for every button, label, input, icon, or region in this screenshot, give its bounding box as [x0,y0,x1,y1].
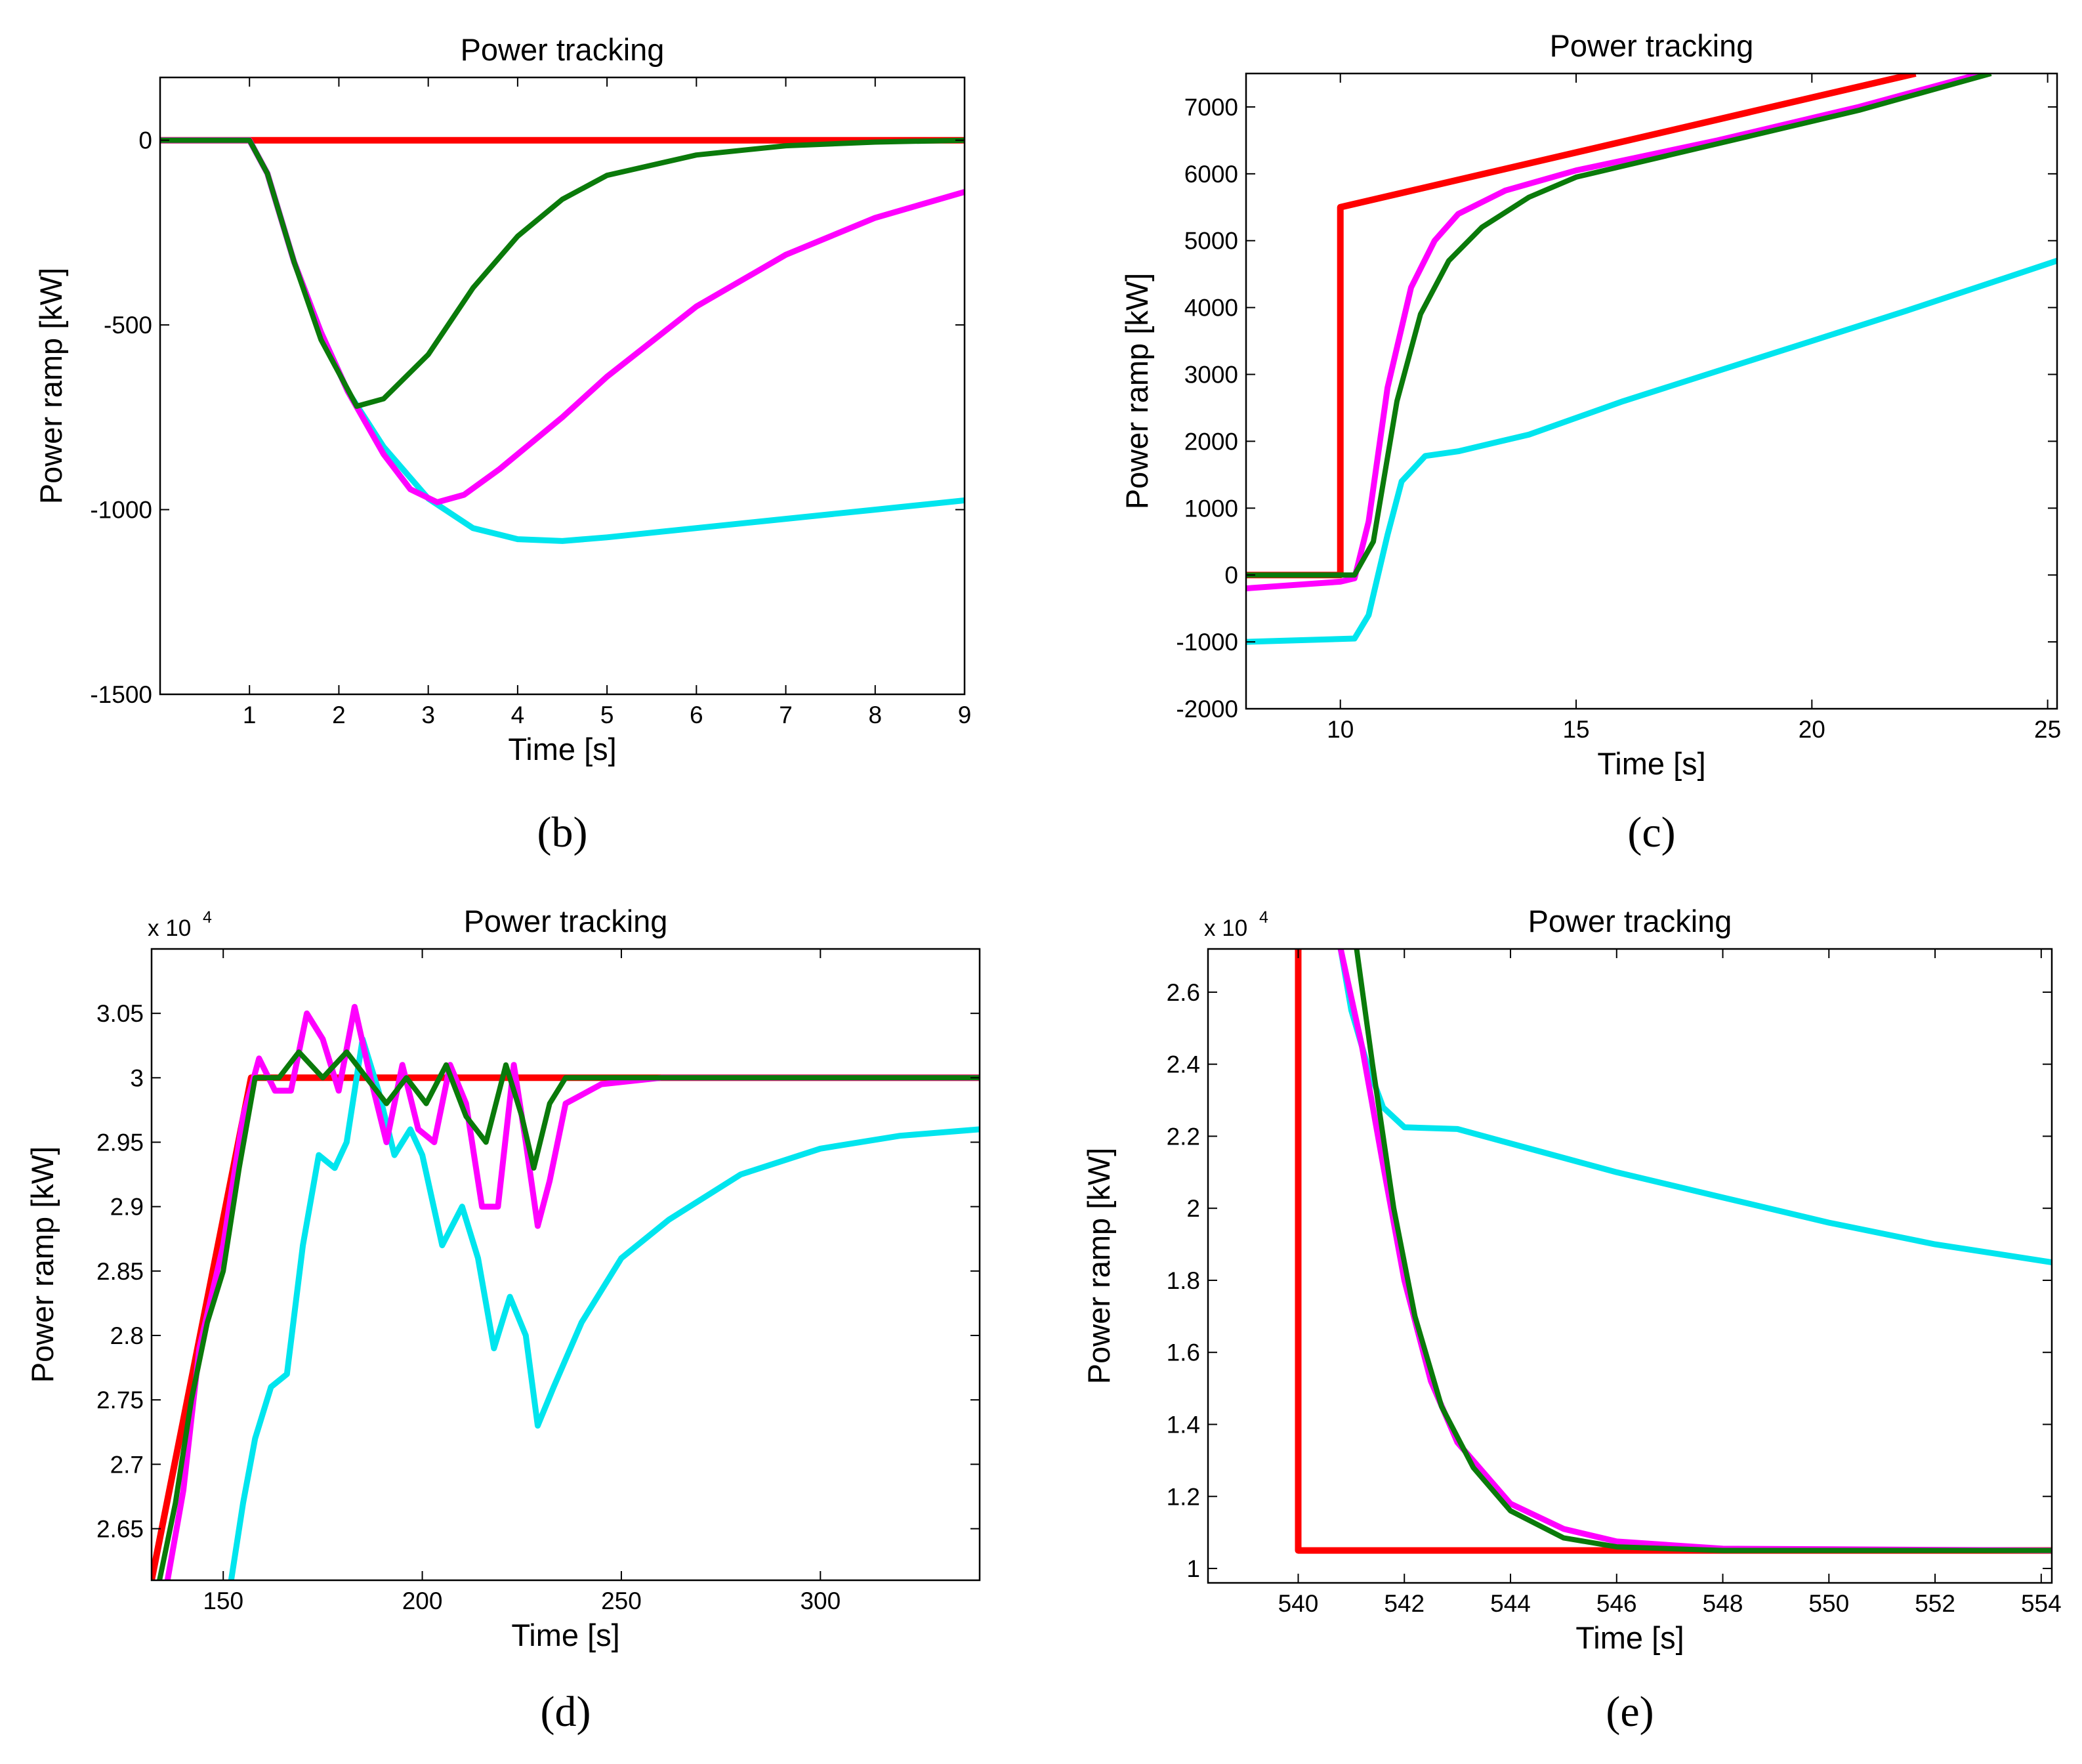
axis-multiplier: x 10 [1204,915,1247,941]
y-tick-label: 2.6 [1167,979,1200,1006]
y-tick-label: 2.8 [110,1322,144,1349]
y-tick-label: 0 [138,127,152,154]
x-tick-label: 542 [1384,1590,1425,1617]
y-tick-label: -1500 [90,681,152,708]
y-tick-label: 2.9 [110,1194,144,1221]
x-tick-label: 8 [868,702,882,728]
chart-panel-b: 1 2 3 4 5 6 7 8 9 -1500 -1000 -500 0 Power tracking Ti… [33,32,971,856]
y-tick-label: 2.95 [96,1129,144,1156]
y-tick-label: 2.4 [1167,1051,1200,1078]
x-tick-label: 10 [1327,716,1354,743]
axes-frame-b [159,76,966,696]
chart-panel-c: 10 15 20 25 -2000 -1000 0 1000 2000 3000 4000 5000 6… [1119,28,2061,856]
x-tick-label: 200 [402,1587,443,1614]
y-tick-label: 7000 [1184,94,1238,121]
x-tick-label: 3 [421,702,435,728]
y-axis-label: Power ramp [kW] [1081,1148,1116,1384]
x-axis-label: Time [s] [511,1618,619,1652]
y-tick-label: -1000 [90,497,152,524]
chart-panel-e: 540 542 544 546 548 550 552 554 1 1.2 1.4 1.6 1.8 2 2.… [1081,904,2062,1736]
panel-label: (c) [1627,808,1675,856]
x-tick-label: 552 [1915,1590,1955,1617]
y-tick-label: 1 [1186,1555,1200,1582]
panel-label: (b) [537,808,588,856]
series-line-e-3 [1354,949,2052,1553]
x-tick-label: 2 [332,702,346,728]
panel-label: (d) [541,1688,591,1736]
x-tick-label: 300 [800,1587,841,1614]
x-tick-label: 550 [1808,1590,1849,1617]
y-tick-label: 4000 [1184,295,1238,322]
y-tick-label: 1.6 [1167,1339,1200,1366]
series-line-d-2 [164,1003,980,1580]
x-tick-label: 250 [601,1587,642,1614]
y-tick-label: 2.7 [110,1451,144,1478]
y-tick-label: 2000 [1184,428,1238,455]
plot-area-e [1208,949,2052,1583]
x-tick-label: 4 [511,702,525,728]
axes-frame-d [150,948,981,1582]
y-tick-label: 1.2 [1167,1483,1200,1510]
chart-title: Power tracking [1528,904,1732,938]
x-tick-label: 9 [958,702,972,728]
series-line-d-1 [228,1036,980,1580]
chart-title: Power tracking [461,32,665,67]
x-tick-label: 540 [1278,1590,1319,1617]
x-tick-label: 20 [1799,716,1825,743]
x-axis-label: Time [s] [508,732,616,766]
y-tick-label: -1000 [1176,629,1238,656]
x-tick-label: 548 [1703,1590,1743,1617]
y-tick-label: 3.05 [96,1000,144,1027]
x-tick-label: 546 [1596,1590,1637,1617]
series-line-c-1 [1246,258,2057,645]
chart-title: Power tracking [1550,28,1754,63]
y-axis-label: Power ramp [kW] [25,1146,60,1383]
series-line-c-3 [1246,74,1992,578]
y-tick-label: -500 [104,312,152,339]
x-axis-label: Time [s] [1575,1620,1684,1655]
y-tick-label: 1.4 [1167,1412,1200,1438]
x-tick-label: 7 [779,702,793,728]
chart-title: Power tracking [464,904,668,938]
x-tick-label: 15 [1562,716,1589,743]
plot-area-d [152,949,980,1580]
axis-multiplier-exponent: 4 [203,908,212,927]
axes-frame-c [1245,72,2058,710]
y-tick-label: 3000 [1184,362,1238,388]
axis-multiplier-exponent: 4 [1259,908,1268,927]
chart-panel-d: 150 200 250 300 2.65 2.7 2.75 2.8 2.85 2.9 2.95 3 3.… [25,904,981,1736]
x-tick-label: 544 [1490,1590,1531,1617]
y-axis-label: Power ramp [kW] [33,268,68,504]
series-line-b-3 [160,137,965,409]
series-line-d-3 [157,1049,980,1580]
y-tick-label: 1.8 [1167,1267,1200,1294]
x-tick-label: 6 [690,702,703,728]
y-tick-label: 0 [1224,562,1238,589]
y-tick-label: 2 [1186,1195,1200,1222]
y-axis-label: Power ramp [kW] [1119,273,1154,509]
panel-label: (e) [1606,1688,1654,1736]
y-tick-label: 6000 [1184,161,1238,188]
x-axis-label: Time [s] [1597,746,1705,781]
x-tick-label: 150 [203,1587,243,1614]
x-tick-label: 5 [600,702,614,728]
y-tick-label: 2.65 [96,1515,144,1542]
axis-multiplier: x 10 [148,915,191,941]
y-tick-label: 2.85 [96,1258,144,1285]
plot-area-b [160,77,965,694]
y-tick-label: 2.2 [1167,1123,1200,1150]
series-line-c-2 [1246,74,1983,592]
y-tick-label: 1000 [1184,495,1238,522]
x-tick-label: 1 [243,702,257,728]
x-tick-label: 25 [2034,716,2061,743]
y-tick-label: 3 [130,1064,144,1091]
y-tick-label: -2000 [1176,696,1238,723]
x-tick-label: 554 [2021,1590,2062,1617]
axes-frame-e [1207,948,2053,1584]
y-tick-label: 2.75 [96,1387,144,1414]
y-tick-label: 5000 [1184,228,1238,255]
